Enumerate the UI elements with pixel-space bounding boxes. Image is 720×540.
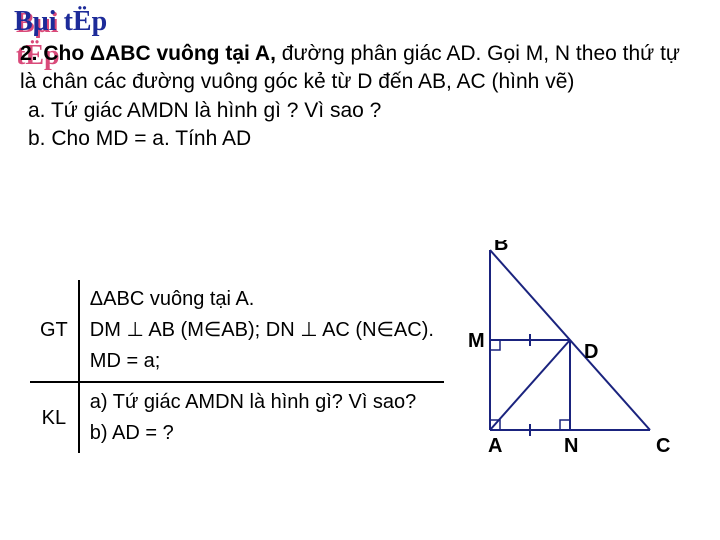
svg-text:D: D: [584, 341, 598, 363]
svg-text:A: A: [488, 435, 502, 457]
svg-text:N: N: [564, 435, 578, 457]
gt-line: ΔABC vuông tại A.: [90, 284, 434, 315]
problem-a: a. Tứ giác AMDN là hình gì ? Vì sao ?: [28, 97, 680, 125]
kl-line: b) AD = ?: [90, 418, 434, 449]
problem-b: b. Cho MD = a. Tính AD: [28, 125, 680, 153]
gtkl-table: GT ΔABC vuông tại A. DM ⊥ AB (M∈AB); DN …: [30, 280, 444, 453]
gt-content: ΔABC vuông tại A. DM ⊥ AB (M∈AB); DN ⊥ A…: [90, 284, 434, 377]
kl-line: a) Tứ giác AMDN là hình gì? Vì sao?: [90, 387, 434, 418]
geometry-diagram: B A C D M N: [450, 240, 680, 470]
page-title: Bµi tËp Bµi tËp: [14, 6, 107, 38]
problem-text: 2. Cho ΔABC vuông tại A, đường phân giác…: [20, 40, 680, 153]
kl-label: KL: [30, 382, 79, 453]
title-front: Bµi tËp: [14, 6, 107, 37]
svg-text:B: B: [494, 240, 508, 255]
svg-text:M: M: [468, 330, 485, 352]
gt-line: MD = a;: [90, 346, 434, 377]
gt-label: GT: [30, 280, 79, 382]
gtkl-block: GT ΔABC vuông tại A. DM ⊥ AB (M∈AB); DN …: [30, 280, 444, 453]
gt-line: DM ⊥ AB (M∈AB); DN ⊥ AC (N∈AC).: [90, 315, 434, 346]
kl-content: a) Tứ giác AMDN là hình gì? Vì sao? b) A…: [90, 387, 434, 449]
svg-text:C: C: [656, 435, 670, 457]
problem-lead: 2. Cho ΔABC vuông tại A,: [20, 42, 276, 65]
